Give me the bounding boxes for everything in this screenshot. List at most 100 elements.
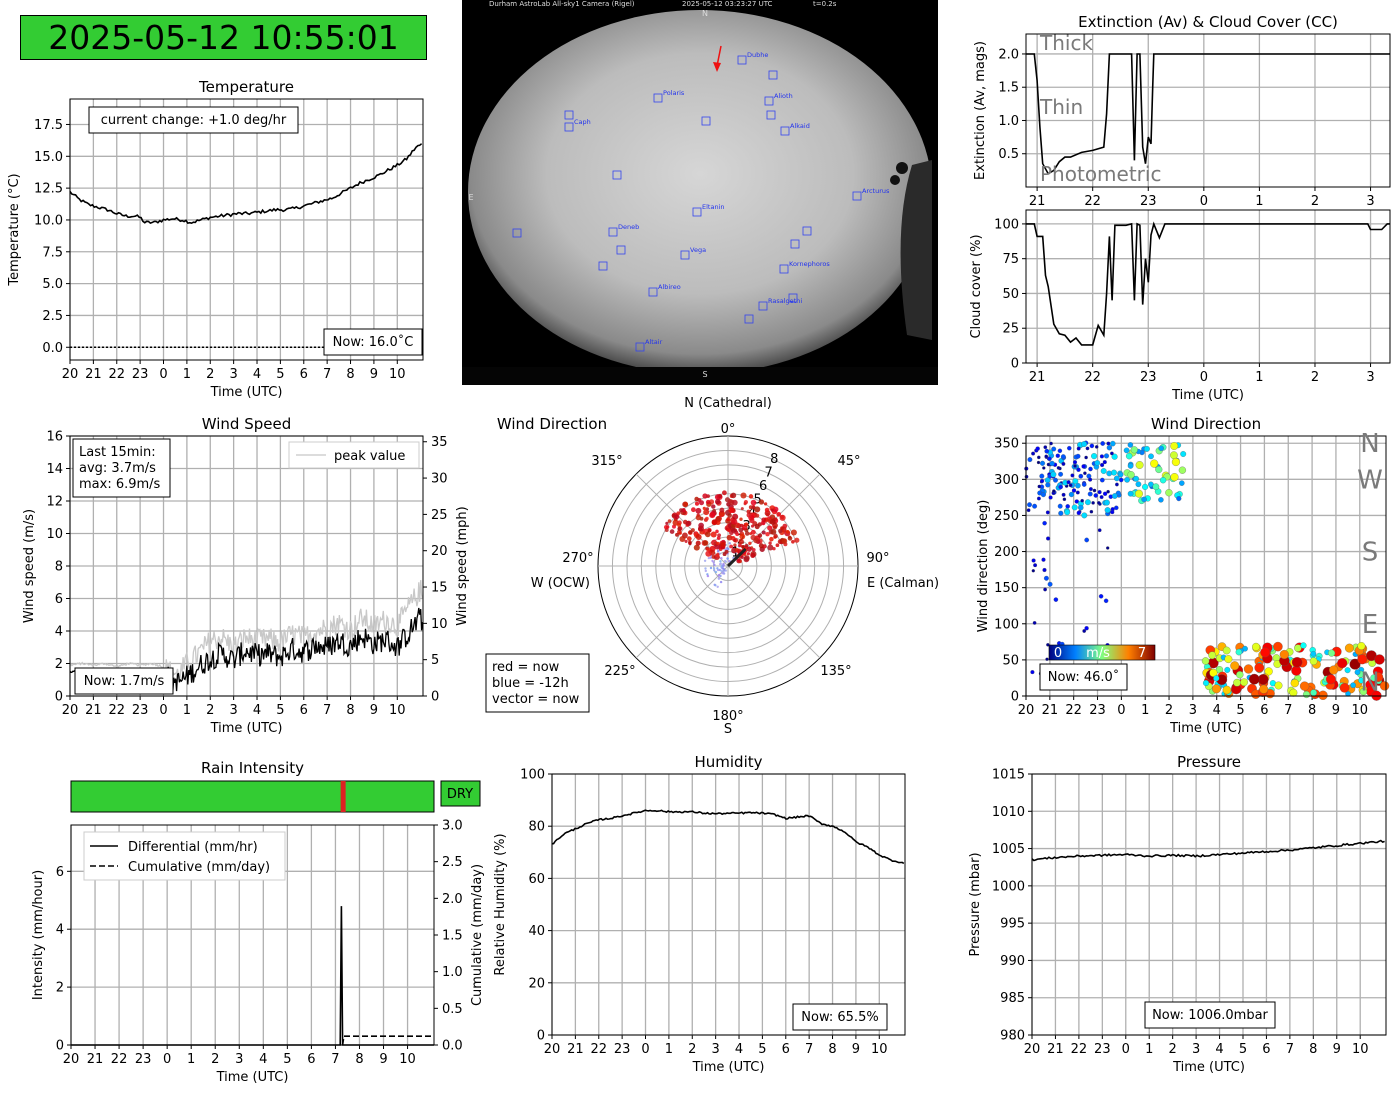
x-tick-label: 22 [590, 1042, 607, 1057]
y-tick-label: 50 [1002, 287, 1019, 302]
x-tick-label: 5 [1236, 703, 1244, 718]
x-tick-label: 5 [276, 367, 284, 382]
wind-sample-point [746, 552, 751, 556]
wind-direction-point [1328, 649, 1336, 657]
x-tick-label: 23 [1140, 194, 1157, 209]
wind-direction-polar-chart: Wind Direction 0° 45° 90° 135° 180° 225° 270° 31… [485, 396, 939, 737]
right-y-tick-label: 25 [431, 508, 448, 523]
moon-arrow-head [713, 62, 721, 72]
wind-direction-point [1123, 447, 1130, 454]
wind-direction-point [1066, 480, 1071, 485]
wind-sample-point [679, 536, 686, 542]
star-label: Alkaid [790, 122, 810, 130]
wind-direction-point [1041, 557, 1046, 562]
x-axis-label: Time (UTC) [216, 1070, 289, 1085]
plot-frame [1025, 33, 1391, 188]
wind-sample-point [740, 555, 744, 559]
extinction-series-line [1026, 53, 1390, 175]
band-label-thick: Thick [1039, 31, 1093, 55]
x-tick-label: 2 [1165, 703, 1173, 718]
radial-tick-label: 8 [770, 452, 778, 467]
star-marker [744, 314, 754, 324]
wind-direction-point [1127, 471, 1135, 479]
wind-direction-point [1057, 503, 1063, 509]
star-label: Polaris [663, 89, 685, 97]
wind-sample-point [702, 493, 708, 499]
x-tick-label: 6 [1260, 703, 1268, 718]
wind-sample-point [773, 535, 777, 539]
x-tick-label: 5 [276, 703, 284, 718]
wind-direction-point [1074, 499, 1079, 504]
x-tick-label: 21 [87, 1052, 104, 1067]
wind-sample-point [735, 532, 740, 537]
y-tick-label: 985 [1000, 991, 1025, 1006]
plot-frame [1031, 773, 1387, 1036]
wind-direction-point [1046, 536, 1051, 541]
star-marker [788, 293, 798, 303]
star-marker [648, 287, 658, 297]
wind-direction-point [1113, 475, 1120, 482]
wind-direction-point [1135, 481, 1142, 488]
star-marker [512, 228, 522, 238]
wind-direction-point [1106, 489, 1110, 494]
wind-sample-point [772, 547, 776, 551]
x-tick-label: 2 [1169, 1042, 1177, 1057]
x-tick-label: 2 [206, 703, 214, 718]
humidity-chart: 20 21 22 23 0 1 2 3 4 5 6 7 8 9 10020406080100Humidity… [493, 753, 906, 1075]
wind-direction-point [1033, 563, 1038, 568]
wind-direction-point [1094, 445, 1099, 449]
wind-direction-point [1055, 453, 1060, 458]
x-tick-label: 4 [253, 367, 261, 382]
wind-sample-point [702, 540, 709, 546]
y-tick-label: 990 [1000, 954, 1025, 969]
wind-direction-point [1042, 567, 1047, 573]
wind-sample-point [706, 574, 710, 578]
x-tick-label: 22 [1071, 1042, 1088, 1057]
peak-value-line [69, 580, 424, 682]
x-tick-label: 1 [665, 1042, 673, 1057]
x-tick-label: 23 [1089, 703, 1106, 718]
wind-stats-label-box [72, 438, 171, 498]
wind-direction-point [1302, 690, 1311, 699]
x-tick-label: 7 [1286, 1042, 1294, 1057]
wind-sample-point [675, 532, 679, 537]
wind-direction-point [1089, 443, 1095, 449]
angular-grid-line [635, 565, 729, 659]
wind-direction-point [1100, 462, 1105, 468]
x-tick-label: 21 [1029, 194, 1046, 209]
y-tick-label: 100 [994, 617, 1019, 632]
wind-direction-point [1084, 499, 1091, 506]
wind-now-label: Now: 1.7m/s [84, 674, 165, 689]
rain-status-text: DRY [447, 787, 473, 802]
wind-direction-point [1248, 673, 1260, 685]
wind-sample-point [719, 580, 723, 584]
wind-direction-point [1359, 688, 1368, 696]
wind-sample-point [730, 492, 737, 499]
y-tick-label: 0 [1011, 357, 1019, 372]
wind-direction-point [1058, 471, 1064, 477]
camera-timestamp: 2025-05-12 03:23:27 UTC [682, 0, 773, 8]
wind-sample-point [716, 536, 721, 540]
wind-sample-point [758, 499, 765, 505]
pressure-now-label: Now: 1006.0mbar [1152, 1008, 1268, 1023]
wind-direction-point [1032, 503, 1038, 509]
y-tick-label: 1.5 [998, 81, 1019, 96]
humidity-now-label: Now: 65.5% [801, 1010, 878, 1025]
wind-sample-point [677, 523, 682, 527]
compass-letter: E [1362, 610, 1378, 640]
wind-direction-point [1073, 464, 1077, 468]
angle-label: 90° [866, 551, 889, 566]
wind-sample-point [727, 547, 730, 551]
star-label: Deneb [618, 223, 639, 231]
y-tick-label: 1010 [992, 805, 1025, 820]
x-tick-label: 20 [1018, 703, 1035, 718]
wind-sample-point [685, 520, 691, 526]
star-marker [692, 207, 702, 217]
wind-sample-point [690, 528, 695, 533]
star-marker [635, 342, 645, 352]
wind-direction-point [1354, 669, 1361, 676]
wind-direction-point [1110, 451, 1114, 456]
wind-sample-point [683, 501, 689, 507]
wind-sample-point [740, 507, 744, 511]
wind-sample-point [709, 566, 713, 570]
